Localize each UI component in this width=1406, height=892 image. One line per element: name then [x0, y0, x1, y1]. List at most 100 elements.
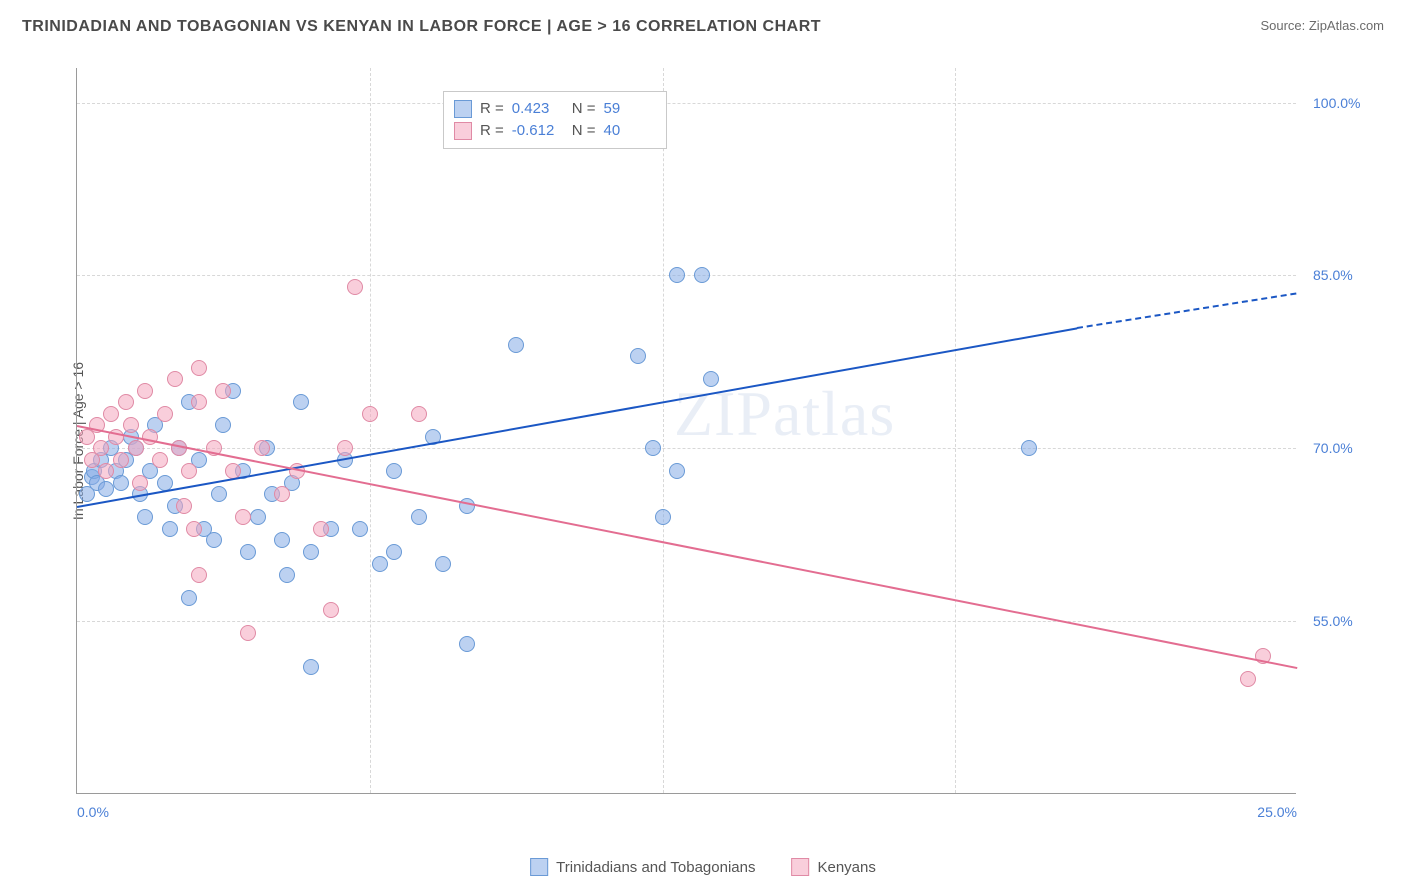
- scatter-point: [386, 463, 402, 479]
- series-swatch: [454, 122, 472, 140]
- scatter-point: [191, 394, 207, 410]
- gridline-vertical: [370, 68, 371, 793]
- scatter-point: [137, 509, 153, 525]
- scatter-point: [303, 659, 319, 675]
- plot-area: 55.0%70.0%85.0%100.0%0.0%25.0%ZIPatlasR …: [76, 68, 1296, 794]
- scatter-point: [1021, 440, 1037, 456]
- scatter-point: [459, 636, 475, 652]
- legend-label: Kenyans: [817, 859, 875, 876]
- scatter-point: [137, 383, 153, 399]
- scatter-point: [630, 348, 646, 364]
- y-tick-label: 55.0%: [1313, 613, 1353, 629]
- scatter-point: [655, 509, 671, 525]
- scatter-point: [113, 452, 129, 468]
- scatter-point: [240, 625, 256, 641]
- scatter-point: [303, 544, 319, 560]
- legend-label: Trinidadians and Tobagonians: [556, 859, 755, 876]
- scatter-point: [508, 337, 524, 353]
- scatter-point: [128, 440, 144, 456]
- scatter-point: [186, 521, 202, 537]
- legend: Trinidadians and Tobagonians Kenyans: [530, 858, 876, 876]
- x-tick-label: 25.0%: [1257, 804, 1297, 820]
- stat-r-value: 0.423: [512, 98, 564, 120]
- stat-n-key: N =: [572, 98, 596, 120]
- scatter-point: [181, 590, 197, 606]
- scatter-point: [313, 521, 329, 537]
- stats-row: R = 0.423 N = 59: [454, 98, 656, 120]
- scatter-point: [152, 452, 168, 468]
- scatter-point: [157, 406, 173, 422]
- scatter-point: [211, 486, 227, 502]
- trend-line-extrapolated: [1077, 293, 1297, 330]
- stat-r-value: -0.612: [512, 120, 564, 142]
- scatter-point: [103, 406, 119, 422]
- scatter-point: [323, 602, 339, 618]
- source-label: Source: ZipAtlas.com: [1260, 18, 1384, 33]
- scatter-point: [293, 394, 309, 410]
- scatter-point: [181, 463, 197, 479]
- scatter-point: [98, 481, 114, 497]
- gridline-horizontal: [77, 103, 1296, 104]
- trend-line: [77, 425, 1297, 669]
- legend-item: Kenyans: [791, 858, 875, 876]
- watermark: ZIPatlas: [674, 377, 895, 451]
- scatter-point: [240, 544, 256, 560]
- series-swatch: [454, 100, 472, 118]
- gridline-horizontal: [77, 621, 1296, 622]
- y-tick-label: 100.0%: [1313, 95, 1360, 111]
- scatter-point: [386, 544, 402, 560]
- stat-r-key: R =: [480, 120, 504, 142]
- scatter-point: [113, 475, 129, 491]
- scatter-point: [132, 475, 148, 491]
- scatter-point: [206, 532, 222, 548]
- scatter-point: [254, 440, 270, 456]
- scatter-point: [372, 556, 388, 572]
- scatter-point: [703, 371, 719, 387]
- scatter-point: [215, 383, 231, 399]
- stat-n-key: N =: [572, 120, 596, 142]
- stat-n-value: 40: [604, 120, 656, 142]
- stats-row: R = -0.612 N = 40: [454, 120, 656, 142]
- stat-n-value: 59: [604, 98, 656, 120]
- y-tick-label: 70.0%: [1313, 440, 1353, 456]
- scatter-point: [250, 509, 266, 525]
- scatter-point: [347, 279, 363, 295]
- series-swatch: [530, 858, 548, 876]
- scatter-point: [435, 556, 451, 572]
- chart-title: TRINIDADIAN AND TOBAGONIAN VS KENYAN IN …: [22, 18, 821, 36]
- legend-item: Trinidadians and Tobagonians: [530, 858, 755, 876]
- chart-container: In Labor Force | Age > 16 55.0%70.0%85.0…: [48, 60, 1386, 822]
- x-tick-label: 0.0%: [77, 804, 109, 820]
- scatter-point: [191, 360, 207, 376]
- scatter-point: [176, 498, 192, 514]
- scatter-point: [694, 267, 710, 283]
- scatter-point: [669, 463, 685, 479]
- scatter-point: [411, 509, 427, 525]
- scatter-point: [118, 394, 134, 410]
- scatter-point: [459, 498, 475, 514]
- gridline-vertical: [955, 68, 956, 793]
- scatter-point: [337, 440, 353, 456]
- scatter-point: [235, 509, 251, 525]
- y-tick-label: 85.0%: [1313, 267, 1353, 283]
- scatter-point: [167, 371, 183, 387]
- scatter-point: [123, 417, 139, 433]
- scatter-point: [1240, 671, 1256, 687]
- scatter-point: [274, 486, 290, 502]
- scatter-point: [274, 532, 290, 548]
- scatter-point: [352, 521, 368, 537]
- scatter-point: [162, 521, 178, 537]
- stats-box: R = 0.423 N = 59 R = -0.612 N = 40: [443, 91, 667, 149]
- scatter-point: [411, 406, 427, 422]
- scatter-point: [98, 463, 114, 479]
- scatter-point: [669, 267, 685, 283]
- gridline-horizontal: [77, 275, 1296, 276]
- scatter-point: [191, 567, 207, 583]
- series-swatch: [791, 858, 809, 876]
- gridline-vertical: [663, 68, 664, 793]
- stat-r-key: R =: [480, 98, 504, 120]
- scatter-point: [645, 440, 661, 456]
- scatter-point: [279, 567, 295, 583]
- scatter-point: [362, 406, 378, 422]
- scatter-point: [215, 417, 231, 433]
